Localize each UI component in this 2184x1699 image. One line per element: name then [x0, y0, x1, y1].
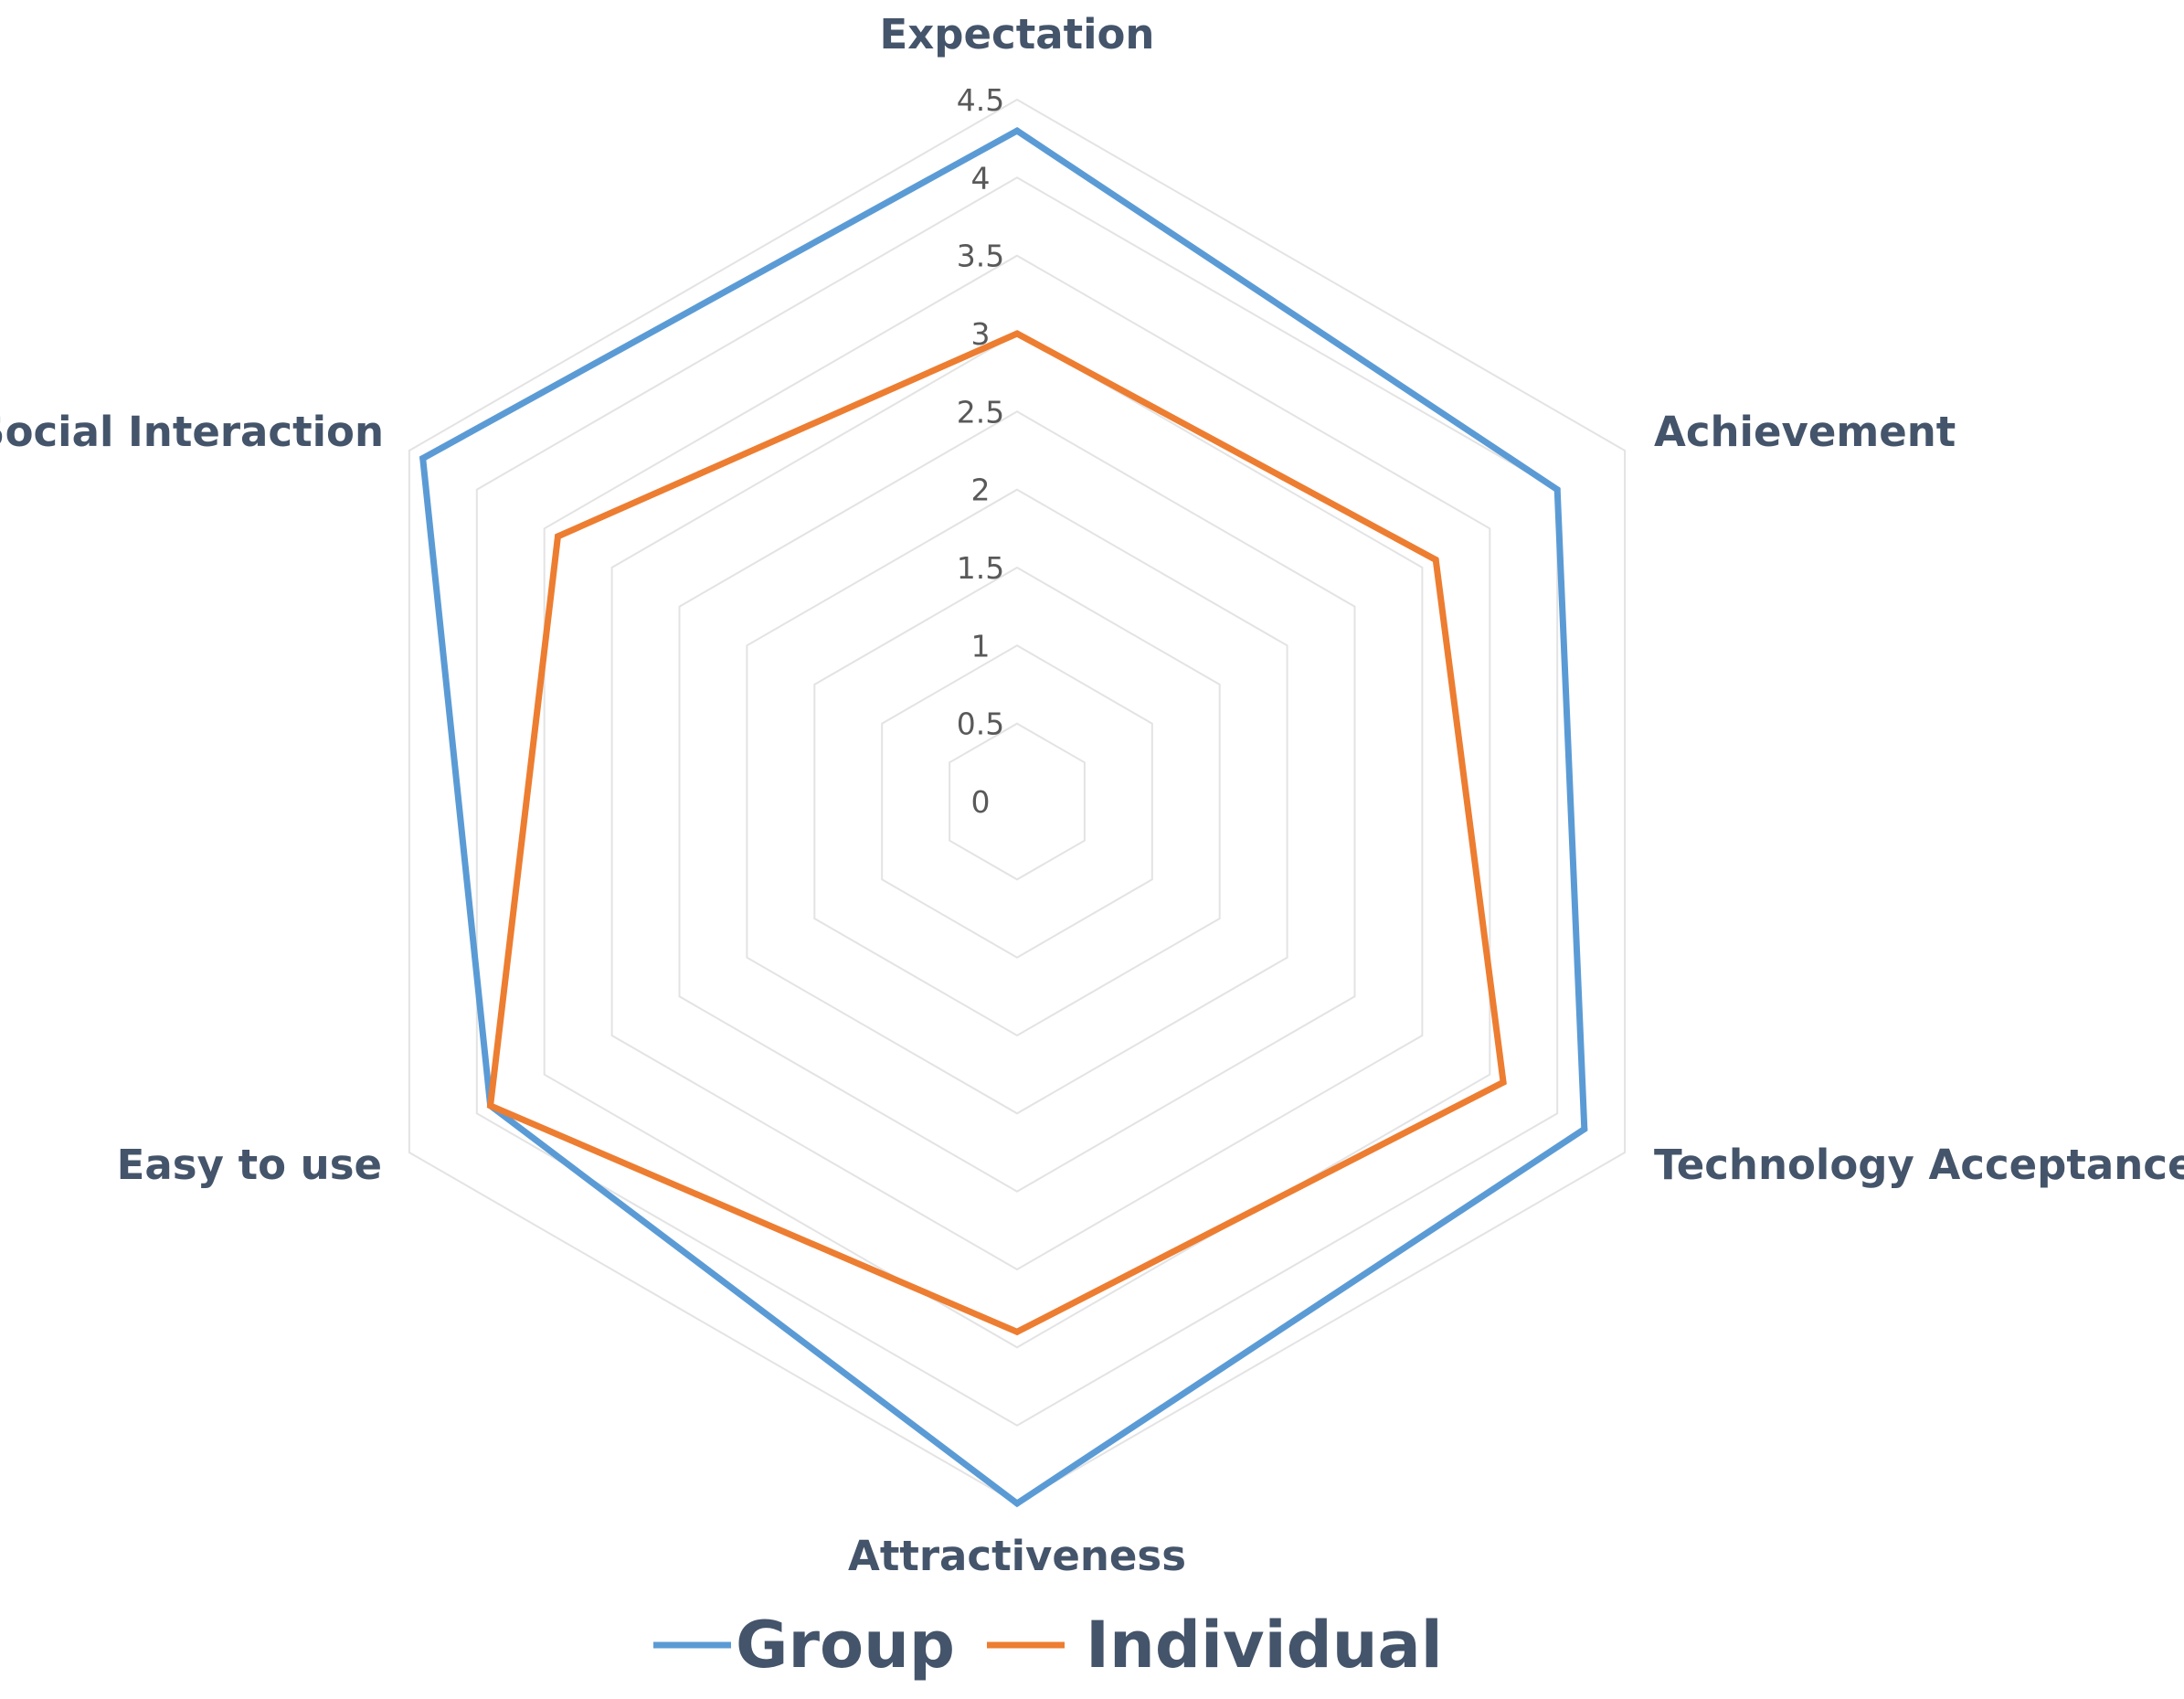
tick-label: 1 [971, 628, 991, 664]
tick-label: 4.5 [957, 82, 1004, 118]
data-point-individual [487, 1102, 494, 1110]
series-layer [419, 127, 1588, 1508]
axis-label-technology-acceptance: Technology Acceptance [1654, 1141, 2184, 1189]
axis-label-easy-to-use: Easy to use [117, 1141, 382, 1189]
tick-label: 0 [971, 784, 991, 820]
data-point-group [1553, 486, 1561, 494]
axis-label-attractiveness: Attractiveness [848, 1532, 1186, 1580]
tick-labels: 0 0.5 1 1.5 2 2.5 3 3.5 4 4.5 [957, 82, 1004, 820]
tick-label: 0.5 [957, 706, 1004, 742]
tick-label: 2.5 [957, 394, 1004, 430]
grid-ring-4.5 [408, 98, 1627, 1505]
legend-label-individual: Individual [1086, 1608, 1443, 1683]
grid-ring-2 [746, 488, 1288, 1115]
legend-label-group: Group [736, 1608, 955, 1683]
data-point-individual [555, 533, 561, 540]
data-point-group [1013, 127, 1021, 134]
grid-ring-2.5 [678, 410, 1356, 1193]
axis-label-social-interaction: Social Interaction [0, 408, 384, 456]
tick-label: 3 [971, 316, 991, 352]
grid-ring-1 [881, 644, 1153, 959]
grid-layer [408, 98, 1627, 1505]
tick-label: 2 [971, 473, 991, 508]
grid-ring-4 [475, 176, 1559, 1427]
data-point-individual [1013, 330, 1021, 337]
tick-label: 4 [971, 160, 991, 196]
data-point-individual [1432, 557, 1439, 563]
series-line-individual [486, 330, 1507, 1336]
data-point-group [419, 455, 427, 462]
grid-ring-3 [610, 332, 1424, 1271]
data-point-group [1013, 1500, 1021, 1507]
axis-labels: Expectation Achievement Technology Accep… [0, 10, 2184, 1580]
grid-ring-1.5 [813, 566, 1221, 1037]
data-point-individual [1500, 1078, 1507, 1086]
axis-label-achievement: Achievement [1654, 408, 1956, 456]
grid-ring-3.5 [543, 254, 1491, 1349]
legend: Group Individual [653, 1608, 1443, 1683]
tick-label: 3.5 [957, 239, 1004, 274]
axis-label-expectation: Expectation [880, 10, 1155, 58]
tick-label: 1.5 [957, 550, 1004, 586]
grid-ring-0.5 [949, 722, 1086, 881]
data-point-individual [1013, 1328, 1021, 1335]
data-point-group [1581, 1125, 1588, 1132]
